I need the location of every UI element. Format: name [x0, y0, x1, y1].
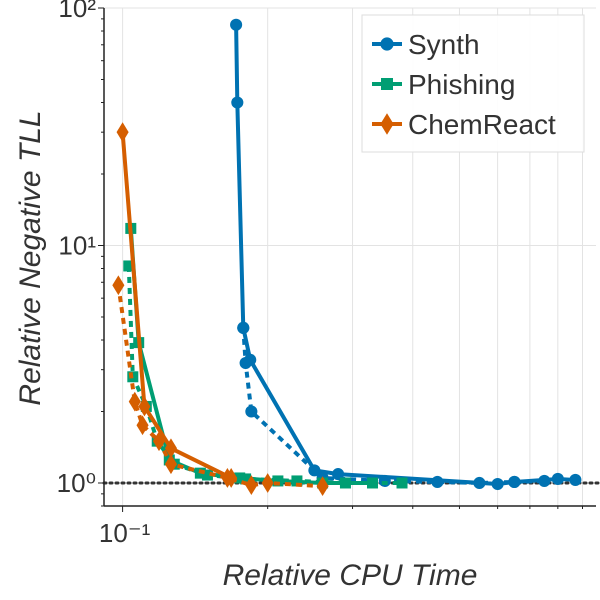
series-line-solid — [128, 228, 373, 485]
data-point — [123, 260, 135, 272]
data-point — [538, 474, 551, 487]
series-line-solid — [120, 132, 233, 480]
data-point — [272, 475, 284, 487]
y-tick-label: 10² — [58, 0, 96, 23]
data-point — [378, 474, 391, 487]
series-chemreact — [112, 122, 329, 497]
tick-labels: 10⁰ 10¹ 10² 10⁻¹ — [57, 0, 151, 548]
data-point — [381, 78, 393, 90]
data-point — [380, 37, 394, 51]
data-point — [508, 475, 521, 489]
data-point — [237, 321, 250, 334]
data-point — [112, 275, 125, 296]
data-point — [240, 473, 252, 485]
series-synth — [230, 18, 582, 491]
data-point — [491, 477, 504, 491]
data-point — [569, 473, 582, 486]
data-point — [164, 438, 178, 459]
axes — [98, 7, 596, 512]
data-point — [332, 468, 345, 481]
legend-label: ChemReact — [408, 109, 556, 140]
data-point — [164, 454, 178, 475]
series-line-solid — [234, 24, 576, 487]
data-point — [201, 469, 213, 481]
legend: Synth Phishing ChemReact — [361, 14, 585, 153]
data-point — [431, 475, 444, 489]
data-point — [244, 353, 257, 366]
data-point — [366, 477, 378, 489]
y-tick-label: 10⁰ — [57, 468, 96, 498]
data-point — [138, 396, 151, 417]
data-point — [225, 468, 238, 488]
data-point — [136, 415, 149, 436]
x-axis-title: Relative CPU Time — [223, 559, 478, 592]
data-point — [230, 18, 243, 31]
data-point — [316, 476, 329, 497]
data-point — [245, 475, 258, 495]
y-tick-label: 10¹ — [58, 230, 96, 260]
data-point — [308, 464, 321, 477]
data-point — [339, 477, 351, 489]
x-tick-label: 10⁻¹ — [99, 518, 151, 548]
data-point — [261, 473, 274, 493]
legend-label: Phishing — [408, 69, 515, 100]
data-point — [245, 405, 258, 418]
y-axis-title: Relative Negative TLL — [14, 110, 47, 405]
legend-item: ChemReact — [372, 109, 556, 140]
data-point — [380, 113, 394, 135]
data-point — [291, 475, 303, 487]
data-point — [152, 431, 166, 452]
data-point — [551, 472, 564, 485]
data-point — [396, 477, 408, 489]
data-point — [128, 391, 141, 412]
legend-item: Phishing — [372, 69, 515, 100]
data-point — [473, 476, 486, 490]
data-point — [234, 472, 246, 484]
data-point — [231, 96, 244, 109]
data-point — [116, 122, 129, 143]
series-group — [112, 18, 582, 497]
legend-label: Synth — [408, 29, 480, 60]
legend-item: Synth — [372, 29, 480, 60]
